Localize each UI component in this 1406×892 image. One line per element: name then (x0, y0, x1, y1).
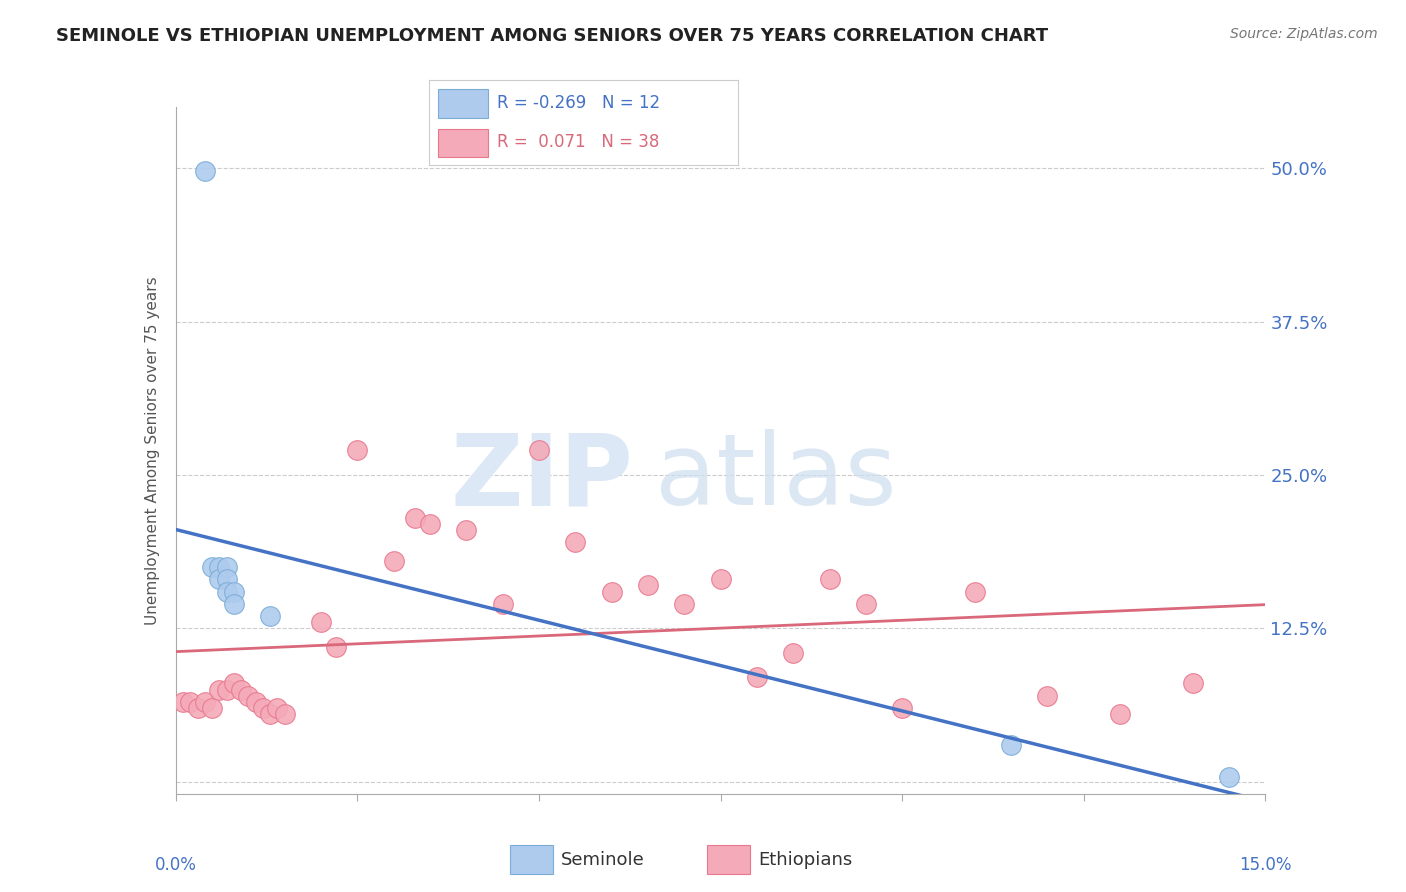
Point (222, 584, 245, 599)
Point (274, 707, 297, 722)
Point (208, 560, 231, 574)
Point (208, 572, 231, 586)
Point (222, 597, 245, 611)
FancyBboxPatch shape (707, 846, 751, 874)
Point (215, 560, 238, 574)
Point (1181, 676, 1204, 690)
Point (309, 615, 332, 630)
Point (201, 701, 224, 715)
Text: 15.0%: 15.0% (1239, 856, 1292, 874)
Text: ZIP: ZIP (450, 429, 633, 526)
Text: R = -0.269   N = 12: R = -0.269 N = 12 (496, 95, 659, 112)
Point (215, 682, 238, 697)
Text: Source: ZipAtlas.com: Source: ZipAtlas.com (1230, 27, 1378, 41)
Point (186, 701, 209, 715)
Point (222, 676, 245, 690)
Point (855, 597, 877, 611)
Point (194, 164, 217, 178)
Point (1036, 689, 1059, 703)
Point (600, 584, 623, 599)
Point (1109, 707, 1132, 722)
Point (245, 695, 267, 709)
Point (527, 443, 550, 458)
Point (382, 554, 405, 568)
Point (346, 443, 368, 458)
Point (564, 535, 586, 549)
Text: SEMINOLE VS ETHIOPIAN UNEMPLOYMENT AMONG SENIORS OVER 75 YEARS CORRELATION CHART: SEMINOLE VS ETHIOPIAN UNEMPLOYMENT AMONG… (56, 27, 1049, 45)
Point (194, 695, 217, 709)
FancyBboxPatch shape (439, 128, 488, 157)
Point (259, 707, 281, 722)
Text: Seminole: Seminole (561, 851, 645, 869)
FancyBboxPatch shape (439, 89, 488, 118)
Point (818, 572, 841, 586)
Point (1000, 738, 1022, 752)
Point (492, 597, 515, 611)
Point (963, 584, 986, 599)
Point (231, 682, 253, 697)
Y-axis label: Unemployment Among Seniors over 75 years: Unemployment Among Seniors over 75 years (145, 277, 160, 624)
Point (238, 689, 260, 703)
Point (637, 578, 659, 592)
Text: R =  0.071   N = 38: R = 0.071 N = 38 (496, 133, 659, 151)
Point (325, 640, 347, 654)
Point (208, 682, 231, 697)
Point (710, 572, 733, 586)
Point (172, 695, 194, 709)
FancyBboxPatch shape (510, 846, 554, 874)
Point (419, 517, 441, 532)
Point (405, 511, 427, 525)
Point (252, 701, 274, 715)
Point (179, 695, 201, 709)
Point (266, 701, 288, 715)
Point (673, 597, 696, 611)
Text: 0.0%: 0.0% (155, 856, 197, 874)
Point (259, 609, 281, 624)
Point (215, 584, 238, 599)
Point (745, 670, 768, 684)
Point (201, 560, 224, 574)
Point (891, 701, 914, 715)
Point (456, 523, 478, 537)
Text: atlas: atlas (655, 429, 897, 526)
Point (782, 646, 804, 660)
Point (1218, 770, 1240, 784)
Point (215, 572, 238, 586)
Text: Ethiopians: Ethiopians (758, 851, 852, 869)
